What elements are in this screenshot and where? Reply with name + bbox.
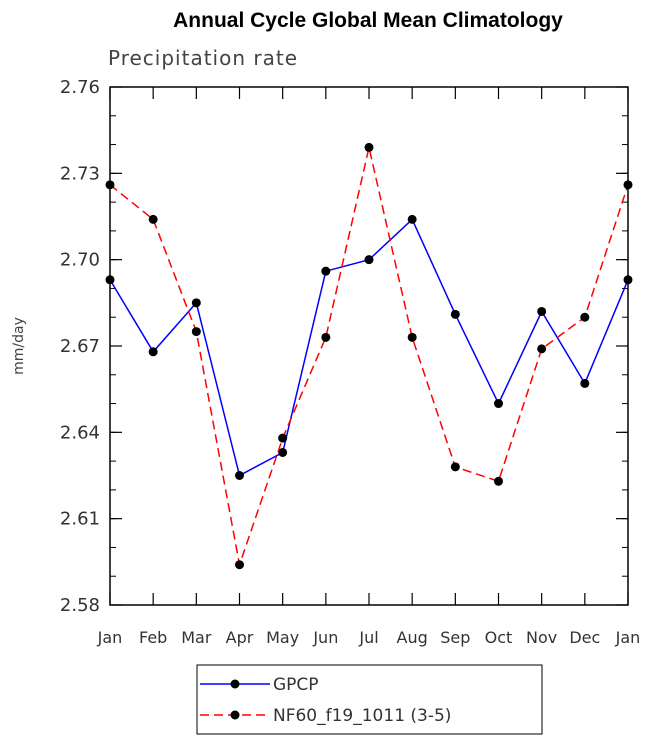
- data-point-gpcp: [623, 275, 633, 285]
- data-point-gpcp: [364, 255, 374, 265]
- x-tick-label: Sep: [440, 628, 470, 647]
- data-point-nf60: [580, 312, 590, 322]
- x-tick-label: Jun: [312, 628, 338, 647]
- x-tick-label: Oct: [485, 628, 513, 647]
- x-tick-label: Nov: [526, 628, 557, 647]
- data-point-gpcp: [278, 447, 288, 457]
- x-tick-label: Dec: [569, 628, 600, 647]
- data-point-nf60: [537, 344, 547, 354]
- y-tick-label: 2.61: [60, 509, 100, 530]
- data-point-gpcp: [494, 399, 503, 409]
- y-axis-label: mm/day: [11, 317, 27, 375]
- data-point-gpcp: [105, 275, 115, 285]
- data-point-gpcp: [580, 378, 590, 388]
- data-point-gpcp: [148, 347, 158, 357]
- data-point-nf60: [321, 332, 331, 342]
- y-tick-label: 2.70: [60, 250, 100, 271]
- legend-box: [196, 664, 543, 735]
- data-point-gpcp: [321, 266, 331, 276]
- chart-subtitle: Precipitation rate: [108, 46, 298, 70]
- x-tick-label: Apr: [226, 628, 254, 647]
- tick-labels: 2.58 2.61 2.64 2.67 2.70 2.73 2.76 Jan Feb Mar Apr…: [60, 77, 640, 647]
- data-point-gpcp: [537, 306, 547, 316]
- data-point-nf60: [235, 560, 244, 570]
- data-point-gpcp: [407, 214, 417, 224]
- data-point-nf60: [450, 462, 460, 472]
- series-line-nf60: [109, 147, 629, 568]
- y-tick-label: 2.67: [60, 336, 100, 357]
- chart-title: Annual Cycle Global Mean Climatology: [173, 9, 563, 32]
- data-point-gpcp: [235, 471, 244, 480]
- data-point-nf60: [494, 476, 503, 486]
- x-tick-label: Jan: [615, 628, 641, 647]
- data-point-nf60: [191, 327, 201, 337]
- y-tick-label: 2.58: [60, 595, 100, 616]
- data-point-gpcp: [191, 298, 201, 308]
- data-point-gpcp: [450, 309, 460, 319]
- data-point-nf60: [105, 180, 115, 190]
- legend-gpcp-label: GPCP: [273, 675, 319, 695]
- y-tick-label: 2.76: [60, 77, 100, 98]
- legend-nf60-label: NF60_f19_1011 (3-5): [273, 706, 451, 726]
- x-tick-label: Jan: [97, 628, 123, 647]
- y-tick-label: 2.64: [60, 422, 100, 443]
- data-point-nf60: [623, 180, 633, 190]
- legend-gpcp-marker: [230, 679, 240, 689]
- data-point-nf60: [278, 433, 288, 443]
- axis-ticks: [109, 86, 629, 606]
- legend-nf60-marker: [230, 710, 240, 720]
- series-layer: [105, 142, 633, 570]
- legend: GPCP NF60_f19_1011 (3-5): [196, 664, 543, 735]
- data-point-nf60: [148, 214, 158, 224]
- x-tick-label: Aug: [397, 628, 428, 647]
- x-tick-label: Feb: [139, 628, 167, 647]
- x-tick-label: Jul: [358, 628, 378, 647]
- y-tick-label: 2.73: [60, 163, 100, 184]
- x-tick-label: May: [266, 628, 299, 647]
- x-tick-label: Mar: [181, 628, 212, 647]
- data-point-nf60: [364, 142, 374, 152]
- plot-frame: [109, 86, 629, 606]
- data-point-nf60: [407, 332, 417, 342]
